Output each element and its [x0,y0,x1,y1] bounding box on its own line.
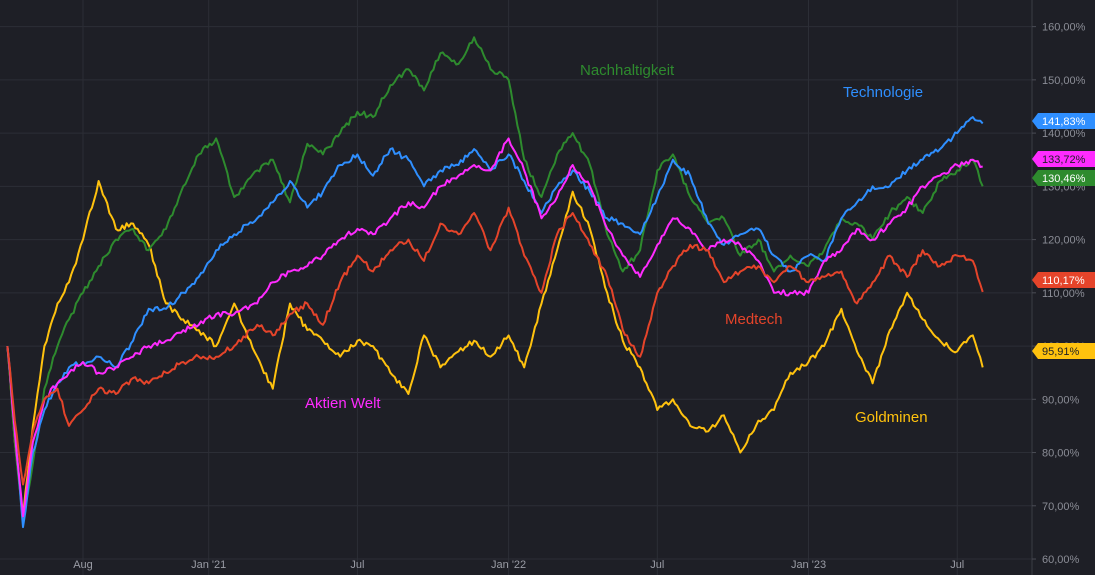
badge-technologie: 141,83% [1032,113,1095,129]
x-tick-label: Jan '22 [491,559,526,571]
y-tick-label: 150,00% [1042,75,1086,87]
series-labels: Goldminen Nachhaltigkeit Technologie Aktien… [305,62,928,426]
y-tick-label: 90,00% [1042,394,1080,406]
y-tick-label: 110,00% [1042,288,1085,300]
series-label-aktien-welt: Aktien Welt [305,395,381,412]
badge-value: 110,17% [1042,275,1085,287]
y-tick-label: 120,00% [1042,235,1086,247]
gridlines [0,0,1032,575]
x-axis-ticks: Aug Jan '21 Jul Jan '22 Jul Jan '23 Jul [73,559,964,571]
series-label-nachhaltigkeit: Nachhaltigkeit [580,62,675,79]
series-line-technologie [6,116,984,529]
badge-value: 141,83% [1042,116,1086,128]
series-label-goldminen: Goldminen [855,409,928,426]
badge-value: 130,46% [1042,173,1086,185]
series-line-nachhaltigkeit [6,36,984,523]
badge-medtech: 110,17% [1032,272,1095,288]
y-tick-label: 70,00% [1042,501,1080,513]
x-tick-label: Jul [950,559,964,571]
series-label-technologie: Technologie [843,84,923,101]
badge-shape [1032,151,1095,167]
series-line-goldminen [6,180,984,518]
last-value-badges: 95,91% 130,46% 141,83% 133,72% 110,17% [1032,113,1095,359]
badge-shape [1032,272,1095,288]
badge-nachhaltigkeit: 130,46% [1032,170,1095,186]
badge-shape [1032,170,1095,186]
series-line-medtech [6,206,984,486]
y-tick-label: 80,00% [1042,448,1080,460]
x-tick-label: Jan '23 [791,559,826,571]
y-tick-label: 160,00% [1042,22,1086,34]
x-tick-label: Jul [350,559,364,571]
x-tick-label: Jul [650,559,664,571]
badge-shape [1032,113,1095,129]
badge-goldminen: 95,91% [1032,343,1095,359]
badge-value: 133,72% [1042,154,1086,166]
series-label-medtech: Medtech [725,311,783,328]
series-lines [6,36,984,529]
badge-value: 95,91% [1042,346,1080,358]
x-tick-label: Jan '21 [191,559,226,571]
badge-aktien-welt: 133,72% [1032,151,1095,167]
x-tick-label: Aug [73,559,93,571]
series-line-aktien-welt [6,137,983,518]
y-tick-label: 60,00% [1042,554,1080,566]
y-tick-label: 140,00% [1042,128,1086,140]
badge-shape [1032,343,1095,359]
